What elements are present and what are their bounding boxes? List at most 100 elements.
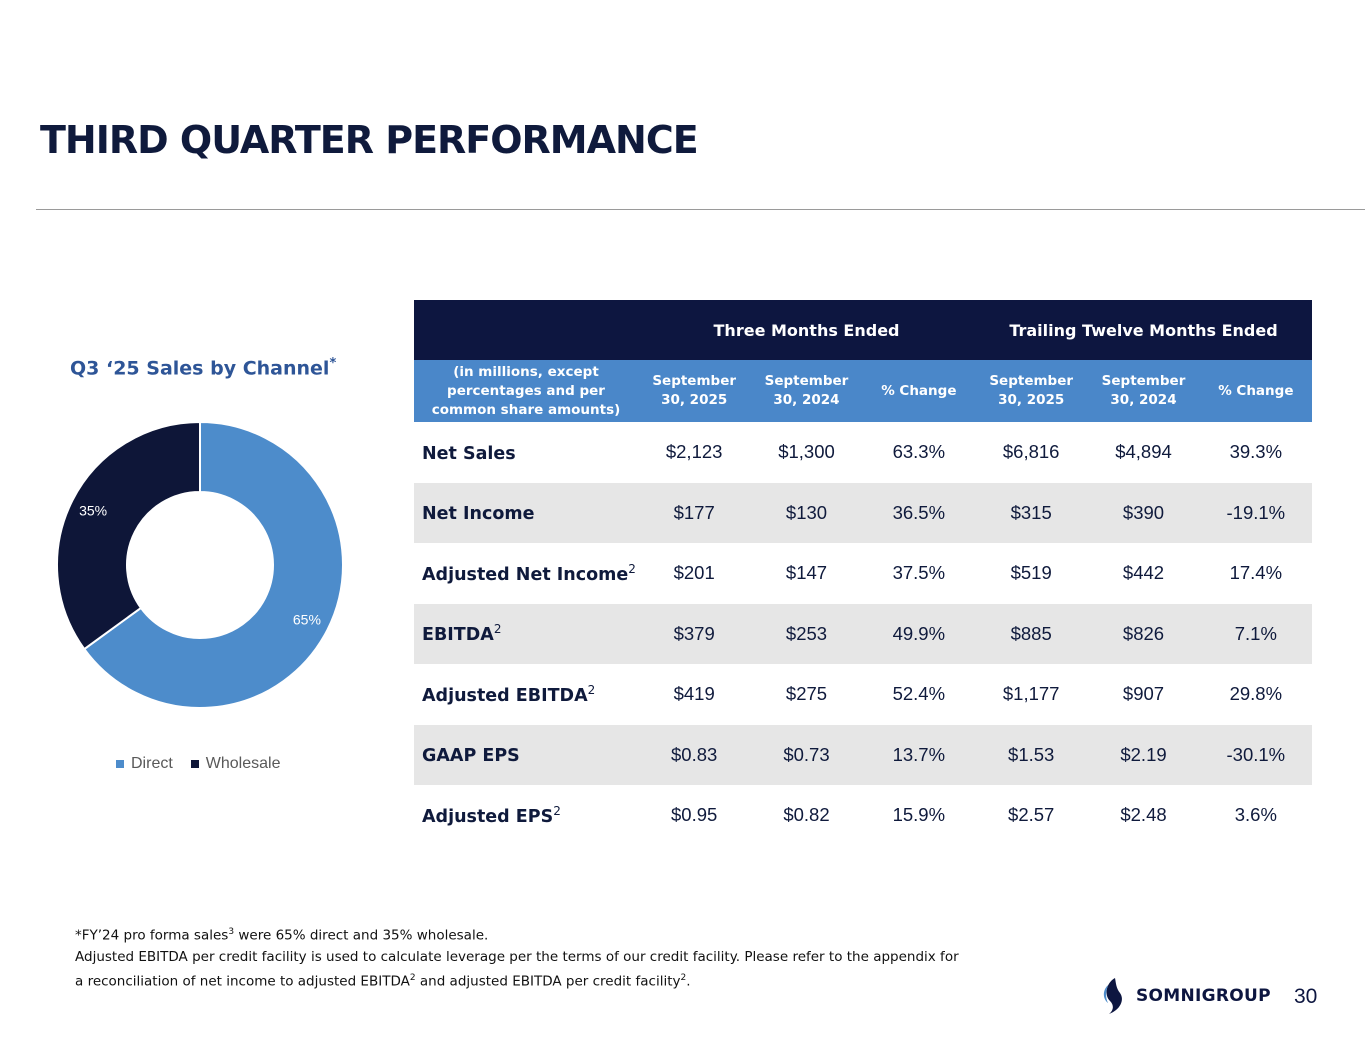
- metric-label: GAAP EPS: [414, 724, 638, 785]
- column-header: % Change: [1199, 360, 1312, 422]
- column-header: September 30, 2025: [975, 360, 1088, 422]
- legend-item-wholesale: Wholesale: [190, 755, 281, 773]
- footnote: *FY’24 pro forma sales3 were 65% direct …: [75, 922, 1035, 992]
- table-cell: $2.48: [1120, 804, 1167, 826]
- table-cell: $379: [638, 603, 751, 664]
- table-cell: $130: [750, 482, 863, 543]
- table-cell: $1,177: [1002, 683, 1060, 705]
- table-cell: $0.95: [671, 804, 718, 826]
- metric-label-text: GAAP EPS: [422, 746, 520, 767]
- table-cell: 7.1%: [1199, 603, 1312, 664]
- table-cell: 29.8%: [1229, 683, 1283, 705]
- table-row: Net Sales $2,123 $1,300 63.3% $6,816 $4,894 39…: [414, 422, 1312, 483]
- chart-title: Q3 ‘25 Sales by Channel*: [70, 356, 336, 379]
- table-cell: 49.9%: [862, 603, 976, 664]
- table-row: Adjusted EPS2 $0.95 $0.82 15.9% $2.57 $2.48 3.…: [414, 785, 1312, 846]
- group-header-blank: [414, 300, 638, 360]
- donut-slice-wholesale: [56, 420, 201, 651]
- metric-label: Adjusted EBITDA2: [414, 664, 638, 725]
- table-row: EBITDA2 $379 $253 49.9% $885 $826 7.1%: [414, 603, 1312, 664]
- table-cell: $826: [1087, 603, 1200, 664]
- table-cell: $275: [785, 683, 828, 705]
- table-cell: $0.83: [638, 724, 751, 785]
- table-row: Adjusted Net Income2 $201 $147 37.5% $519 $44…: [414, 543, 1312, 604]
- table-cell: $0.73: [750, 724, 863, 785]
- chart-title-mark: *: [329, 356, 337, 371]
- table-cell: 15.9%: [892, 804, 946, 826]
- column-header-row: (in millions, except percentages and per…: [414, 360, 1312, 422]
- table-cell: 3.6%: [1234, 804, 1277, 826]
- table-cell: $6,816: [1002, 441, 1060, 463]
- legend-swatch-direct: [116, 760, 124, 768]
- metric-label: Adjusted Net Income2: [414, 543, 638, 604]
- legend-swatch-wholesale: [190, 760, 199, 768]
- metric-label: Net Sales: [414, 422, 638, 483]
- metric-label-text: EBITDA: [422, 625, 494, 646]
- page-number: 30: [1294, 985, 1318, 1008]
- table-cell: $2,123: [665, 441, 723, 463]
- table-row: GAAP EPS $0.83 $0.73 13.7% $1.53 $2.19 -30.1%: [414, 724, 1312, 785]
- table-cell: 13.7%: [862, 724, 976, 785]
- metric-label-text: Adjusted EPS: [422, 806, 554, 827]
- column-header: September 30, 2025: [638, 360, 751, 422]
- legend-label-wholesale: Wholesale: [205, 755, 281, 772]
- table-cell: $4,894: [1115, 441, 1172, 463]
- table-cell: -19.1%: [1199, 482, 1312, 543]
- footnote-line-2: Adjusted EBITDA per credit facility is u…: [75, 948, 959, 965]
- table-row: Net Income $177 $130 36.5% $315 $390 -19.1%: [414, 482, 1312, 543]
- metric-label-text: Net Sales: [422, 443, 516, 464]
- group-header-row: Three Months Ended Trailing Twelve Month…: [414, 300, 1312, 360]
- footnote-ref: 3: [228, 927, 235, 937]
- metric-footnote-ref: 2: [628, 561, 636, 576]
- footnote-ref: 2: [680, 972, 687, 983]
- table-cell: -30.1%: [1199, 724, 1312, 785]
- footnote-text: a reconciliation of net income to adjust…: [75, 973, 410, 989]
- table-row: Adjusted EBITDA2 $419 $275 52.4% $1,177 $907 2…: [414, 664, 1312, 725]
- table-cell: 52.4%: [892, 683, 946, 705]
- table-cell: $885: [975, 603, 1088, 664]
- table-cell: $907: [1122, 683, 1165, 705]
- footnote-text: were 65% direct and 35% wholesale.: [234, 927, 489, 944]
- footnote-line-1: *FY’24 pro forma sales3 were 65% direct …: [75, 922, 1035, 947]
- logo-text: SOMNIGROUP: [1136, 986, 1271, 1006]
- metric-label-text: Net Income: [422, 504, 535, 525]
- chart-title-text: Q3 ‘25 Sales by Channel: [70, 357, 330, 380]
- footnote-text: and adjusted EBITDA per credit facility: [415, 973, 681, 989]
- metric-footnote-ref: 2: [553, 803, 561, 818]
- legend-label-direct: Direct: [131, 755, 173, 772]
- sales-by-channel-donut: 65% 35%: [56, 420, 344, 709]
- logo-mark-icon: [1103, 978, 1122, 1014]
- table-cell: 39.3%: [1229, 441, 1283, 463]
- group-header-trailing-twelve-months: Trailing Twelve Months Ended: [975, 300, 1312, 360]
- table-cell: $0.82: [783, 804, 830, 826]
- metric-label: EBITDA2: [414, 603, 638, 664]
- table-cell: 17.4%: [1229, 562, 1283, 584]
- legend-item-direct: Direct: [116, 755, 173, 773]
- metric-footnote-ref: 2: [587, 682, 596, 697]
- donut-slice-direct: [82, 420, 344, 709]
- metric-label-text: Adjusted EBITDA: [422, 685, 588, 706]
- table-cell: $1,300: [778, 441, 835, 463]
- table-cell: $2.57: [1008, 804, 1055, 826]
- metric-label: Adjusted EPS2: [414, 785, 638, 846]
- footnote-text: .: [686, 973, 691, 989]
- row-header-label: (in millions, except percentages and per…: [414, 360, 638, 422]
- footnote-ref: 2: [409, 972, 416, 983]
- table-cell: $2.19: [1087, 724, 1200, 785]
- metric-label-text: Adjusted Net Income: [422, 564, 629, 585]
- table-cell: $390: [1087, 482, 1200, 543]
- table-cell: $315: [975, 482, 1088, 543]
- table-cell: $519: [1010, 562, 1052, 584]
- page-title: THIRD QUARTER PERFORMANCE: [40, 118, 699, 162]
- table-cell: 36.5%: [862, 482, 976, 543]
- column-header: % Change: [862, 360, 976, 422]
- group-header-three-months: Three Months Ended: [638, 300, 976, 360]
- table-body: Net Sales $2,123 $1,300 63.3% $6,816 $4,894 39…: [414, 422, 1312, 846]
- table-cell: $253: [750, 603, 863, 664]
- table-cell: $1.53: [975, 724, 1088, 785]
- table-cell: 63.3%: [892, 441, 946, 463]
- donut-data-label: 65%: [293, 611, 321, 627]
- company-logo: SOMNIGROUP: [1100, 977, 1271, 1015]
- title-divider: [36, 209, 1365, 210]
- table-cell: 37.5%: [892, 562, 946, 584]
